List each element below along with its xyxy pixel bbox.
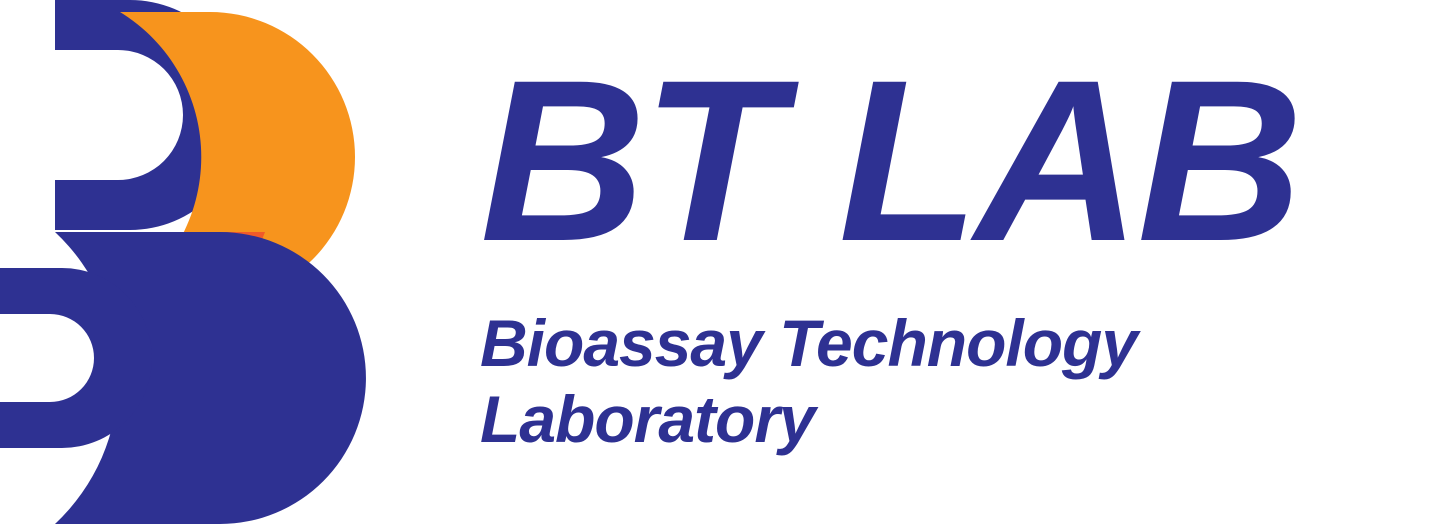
brand-title: BT LAB: [480, 46, 1299, 276]
subtitle-line-2: Laboratory: [480, 382, 1299, 458]
logo-text-block: BT LAB Bioassay Technology Laboratory: [480, 66, 1299, 458]
subtitle-line-1: Bioassay Technology: [480, 306, 1299, 382]
logo-container: BT LAB Bioassay Technology Laboratory: [0, 0, 1445, 524]
brand-subtitle: Bioassay Technology Laboratory: [480, 306, 1299, 458]
logo-b-icon: [0, 0, 400, 524]
logo-mark: [0, 0, 400, 524]
